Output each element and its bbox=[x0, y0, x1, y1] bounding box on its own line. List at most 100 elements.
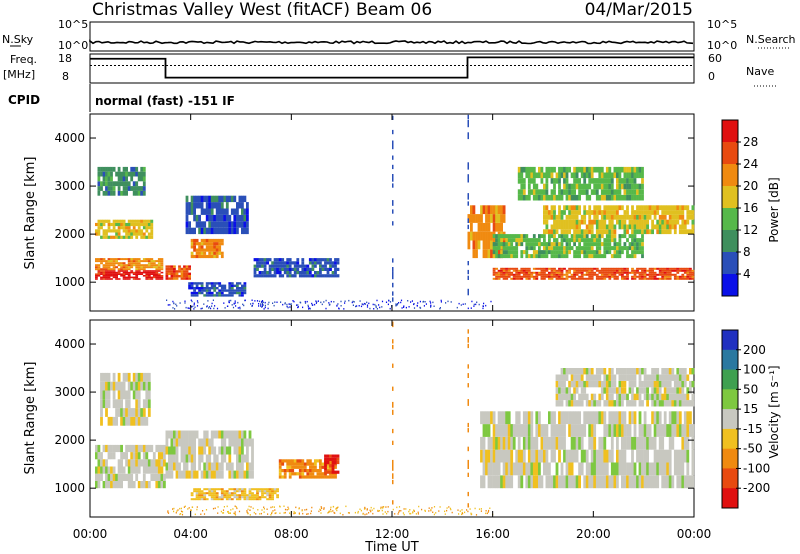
data-cell bbox=[210, 208, 214, 215]
data-cell bbox=[105, 481, 108, 489]
noise-speck bbox=[293, 300, 295, 303]
data-cell bbox=[243, 282, 247, 285]
data-cell bbox=[188, 454, 191, 463]
data-cell bbox=[266, 271, 269, 275]
data-cell bbox=[553, 242, 556, 247]
noise-speck bbox=[172, 300, 174, 303]
data-cell bbox=[329, 464, 332, 468]
data-cell bbox=[555, 229, 559, 235]
data-cell bbox=[208, 291, 212, 295]
noise-speck bbox=[297, 306, 299, 309]
data-cell bbox=[656, 219, 660, 225]
data-cell bbox=[324, 467, 327, 471]
data-cell bbox=[545, 269, 549, 272]
data-cell bbox=[243, 287, 247, 290]
data-cell bbox=[487, 214, 491, 223]
data-cell bbox=[127, 276, 131, 279]
data-cell bbox=[545, 166, 549, 173]
noise-speck bbox=[220, 510, 222, 513]
data-cell bbox=[522, 271, 526, 274]
freq-tick-top: 18 bbox=[58, 52, 72, 65]
data-cell bbox=[487, 249, 491, 259]
data-cell bbox=[663, 210, 667, 215]
data-cell bbox=[329, 258, 332, 262]
data-cell bbox=[638, 183, 642, 190]
data-cell bbox=[500, 242, 503, 247]
noise-speck bbox=[203, 513, 206, 515]
data-cell bbox=[243, 214, 247, 222]
data-cell bbox=[314, 264, 317, 268]
data-cell bbox=[150, 262, 154, 265]
data-cell bbox=[588, 277, 592, 280]
data-cell bbox=[678, 400, 682, 407]
noise-speck bbox=[376, 299, 378, 302]
data-cell bbox=[610, 436, 614, 450]
data-cell bbox=[492, 205, 496, 215]
data-cell bbox=[470, 205, 473, 215]
data-cell bbox=[107, 399, 111, 409]
data-cell bbox=[681, 210, 685, 215]
data-cell bbox=[195, 242, 199, 246]
spike-cell bbox=[467, 401, 469, 406]
data-cell bbox=[663, 229, 667, 235]
data-cell bbox=[145, 264, 149, 267]
data-cell bbox=[467, 231, 471, 241]
data-cell bbox=[495, 242, 498, 247]
data-cell bbox=[507, 411, 511, 425]
data-cell bbox=[638, 436, 642, 450]
data-cell bbox=[678, 229, 682, 235]
data-cell bbox=[636, 214, 639, 220]
data-cell bbox=[583, 267, 587, 270]
nsky-label: N.Sky bbox=[2, 33, 34, 46]
data-cell bbox=[293, 274, 297, 278]
data-cell bbox=[616, 166, 619, 173]
data-cell bbox=[512, 424, 516, 437]
data-cell bbox=[168, 277, 171, 280]
noise-speck bbox=[411, 300, 413, 302]
data-cell bbox=[132, 262, 136, 265]
data-cell bbox=[631, 238, 634, 243]
data-cell bbox=[525, 275, 529, 278]
data-cell bbox=[621, 219, 624, 225]
data-cell bbox=[565, 250, 569, 255]
data-cell bbox=[593, 242, 597, 247]
data-cell bbox=[530, 462, 534, 476]
data-cell bbox=[558, 393, 561, 401]
data-cell bbox=[641, 400, 644, 407]
data-cell bbox=[532, 172, 536, 179]
noise-speck bbox=[317, 300, 319, 302]
data-cell bbox=[530, 436, 534, 450]
data-cell bbox=[603, 424, 607, 437]
data-cell bbox=[145, 276, 149, 279]
spike-cell bbox=[467, 383, 469, 388]
data-cell bbox=[319, 271, 322, 275]
noise-speck bbox=[356, 305, 358, 307]
data-cell bbox=[603, 254, 607, 259]
data-cell bbox=[490, 214, 493, 223]
data-cell bbox=[575, 387, 579, 394]
data-cell bbox=[218, 227, 222, 235]
data-cell bbox=[548, 172, 551, 179]
data-cell bbox=[558, 183, 561, 190]
data-cell bbox=[558, 205, 561, 211]
data-cell bbox=[102, 275, 106, 277]
data-cell bbox=[112, 258, 116, 261]
data-cell bbox=[135, 186, 139, 191]
noise-speck bbox=[410, 301, 412, 303]
data-cell bbox=[593, 189, 597, 195]
data-cell bbox=[623, 275, 627, 278]
data-cell bbox=[110, 473, 113, 481]
data-cell bbox=[145, 481, 149, 489]
data-cell bbox=[326, 460, 330, 465]
data-cell bbox=[165, 267, 169, 271]
data-cell bbox=[241, 221, 244, 228]
data-cell bbox=[145, 275, 149, 277]
data-cell bbox=[663, 224, 667, 230]
data-cell bbox=[532, 194, 536, 201]
data-cell bbox=[618, 387, 622, 394]
data-cell bbox=[583, 219, 587, 225]
data-cell bbox=[545, 475, 549, 489]
noise-speck bbox=[428, 507, 430, 509]
noise-speck bbox=[397, 303, 399, 305]
data-cell bbox=[258, 271, 262, 275]
